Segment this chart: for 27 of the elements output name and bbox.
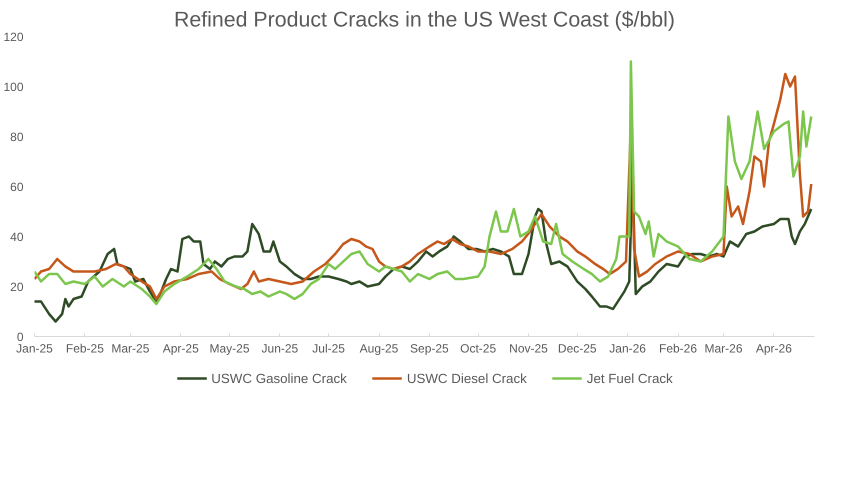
legend-label: USWC Gasoline Crack [211,370,347,386]
x-tick-label: Feb-26 [658,342,698,356]
x-tick-label: Jun-25 [262,342,299,356]
x-tick-label: May-25 [209,342,250,356]
y-tick-label: 100 [3,80,24,94]
x-tick-label: Apr-25 [162,342,200,356]
chart-title: Refined Product Cracks in the US West Coast ($/bbl) [174,8,676,32]
x-tick-label: Nov-25 [509,342,548,356]
x-tick-label: Jan-26 [609,342,646,356]
y-tick-label: 0 [16,330,24,344]
y-tick-label: 40 [10,230,24,244]
y-tick-label: 80 [10,130,24,144]
y-tick-label: 20 [10,280,24,294]
x-tick-label: Mar-26 [704,342,743,356]
x-tick-label: Jul-25 [312,342,346,356]
x-tick-label: Mar-25 [111,342,150,356]
x-tick-label: Feb-25 [66,342,104,356]
legend-label: Jet Fuel Crack [586,370,673,386]
y-tick-label: 120 [3,30,24,44]
x-tick-label: Sep-25 [410,342,450,356]
x-tick-label: Oct-25 [460,342,496,356]
x-tick-label: Aug-25 [360,342,399,356]
y-tick-label: 60 [10,180,24,194]
x-tick-label: Dec-25 [558,342,597,356]
legend-label: USWC Diesel Crack [406,370,527,386]
x-tick-label: Jan-25 [16,342,54,356]
x-tick-label: Apr-26 [756,342,792,356]
